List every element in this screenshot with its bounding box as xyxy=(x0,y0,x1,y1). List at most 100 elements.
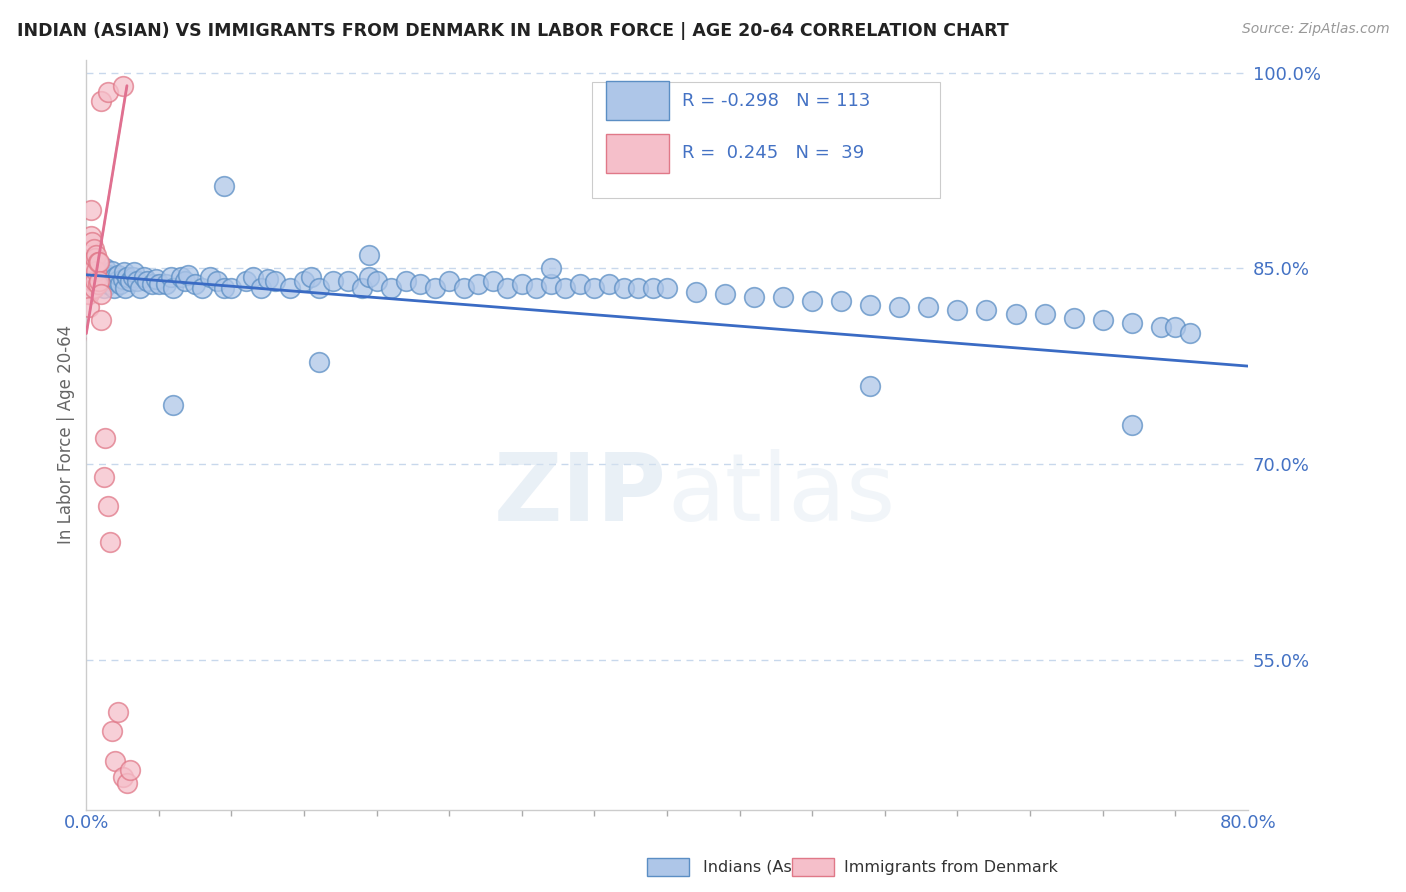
Text: ZIP: ZIP xyxy=(494,449,666,541)
Point xyxy=(242,270,264,285)
Point xyxy=(82,274,104,288)
Point xyxy=(496,281,519,295)
Point xyxy=(162,281,184,295)
Point xyxy=(655,281,678,295)
Point xyxy=(98,270,121,285)
Point xyxy=(79,228,101,243)
Point xyxy=(917,301,939,315)
Bar xyxy=(606,81,669,120)
Bar xyxy=(606,134,669,173)
Point xyxy=(87,254,110,268)
Point xyxy=(79,202,101,217)
Point xyxy=(86,261,108,276)
Point xyxy=(97,277,120,291)
Point xyxy=(889,301,911,315)
Point xyxy=(352,281,374,295)
Point xyxy=(98,535,121,549)
Point xyxy=(292,274,315,288)
Point xyxy=(453,281,475,295)
Text: R = -0.298   N = 113: R = -0.298 N = 113 xyxy=(682,92,870,110)
Point xyxy=(322,274,344,288)
Point xyxy=(114,281,136,295)
Point xyxy=(612,281,634,295)
Point xyxy=(141,277,163,291)
Point xyxy=(94,431,117,445)
Point xyxy=(86,264,108,278)
Point xyxy=(77,261,100,276)
Point xyxy=(1091,313,1114,327)
Point xyxy=(104,754,127,768)
Point xyxy=(90,95,112,109)
Point xyxy=(129,281,152,295)
Text: atlas: atlas xyxy=(666,449,896,541)
Point xyxy=(97,499,120,513)
Point xyxy=(86,248,108,262)
Point xyxy=(118,274,141,288)
Point xyxy=(97,85,120,99)
Point xyxy=(83,281,105,295)
Point xyxy=(1178,326,1201,341)
Point xyxy=(155,277,177,291)
Point xyxy=(169,270,191,285)
Point xyxy=(859,298,882,312)
Y-axis label: In Labor Force | Age 20-64: In Labor Force | Age 20-64 xyxy=(58,325,75,544)
Point xyxy=(94,261,117,276)
Point xyxy=(162,398,184,412)
Point xyxy=(1121,417,1143,432)
Point xyxy=(336,274,359,288)
Point xyxy=(90,287,112,301)
Point xyxy=(107,268,129,282)
Point xyxy=(366,274,388,288)
Point xyxy=(264,274,287,288)
Point xyxy=(540,277,562,291)
Point xyxy=(467,277,489,291)
Point xyxy=(82,235,104,250)
Point xyxy=(90,313,112,327)
Point xyxy=(359,270,381,285)
Point xyxy=(256,271,278,285)
Point xyxy=(714,287,737,301)
Point xyxy=(108,277,131,291)
Point xyxy=(103,281,125,295)
Point xyxy=(946,303,969,318)
Point xyxy=(235,274,257,288)
Point xyxy=(1004,307,1026,321)
Point xyxy=(583,281,606,295)
Text: Indians (Asian): Indians (Asian) xyxy=(703,860,823,874)
Point xyxy=(93,470,115,484)
Point xyxy=(89,254,111,268)
Point xyxy=(82,271,104,285)
Point xyxy=(212,179,235,194)
Point xyxy=(1063,310,1085,325)
Point xyxy=(148,277,170,291)
Point xyxy=(568,277,591,291)
Point xyxy=(94,271,117,285)
Point xyxy=(772,290,794,304)
Point xyxy=(79,254,101,268)
Point xyxy=(89,274,111,288)
Point xyxy=(122,265,145,279)
Text: INDIAN (ASIAN) VS IMMIGRANTS FROM DENMARK IN LABOR FORCE | AGE 20-64 CORRELATION: INDIAN (ASIAN) VS IMMIGRANTS FROM DENMAR… xyxy=(17,22,1008,40)
Text: R =  0.245   N =  39: R = 0.245 N = 39 xyxy=(682,145,865,162)
Point xyxy=(1121,316,1143,330)
Point xyxy=(121,270,143,285)
Point xyxy=(308,281,330,295)
Point xyxy=(482,274,505,288)
Point xyxy=(111,78,134,93)
Point xyxy=(83,264,105,278)
Point xyxy=(86,277,108,291)
Point xyxy=(1164,320,1187,334)
Point xyxy=(641,281,664,295)
Point xyxy=(830,293,852,308)
Point xyxy=(77,268,100,282)
Point xyxy=(221,281,243,295)
Point xyxy=(205,274,228,288)
Point xyxy=(79,277,101,291)
Text: Immigrants from Denmark: Immigrants from Denmark xyxy=(844,860,1057,874)
Point xyxy=(77,287,100,301)
Point xyxy=(96,274,118,288)
Point xyxy=(136,274,159,288)
Point xyxy=(104,270,127,285)
Point xyxy=(526,281,548,295)
Point xyxy=(1033,307,1056,321)
